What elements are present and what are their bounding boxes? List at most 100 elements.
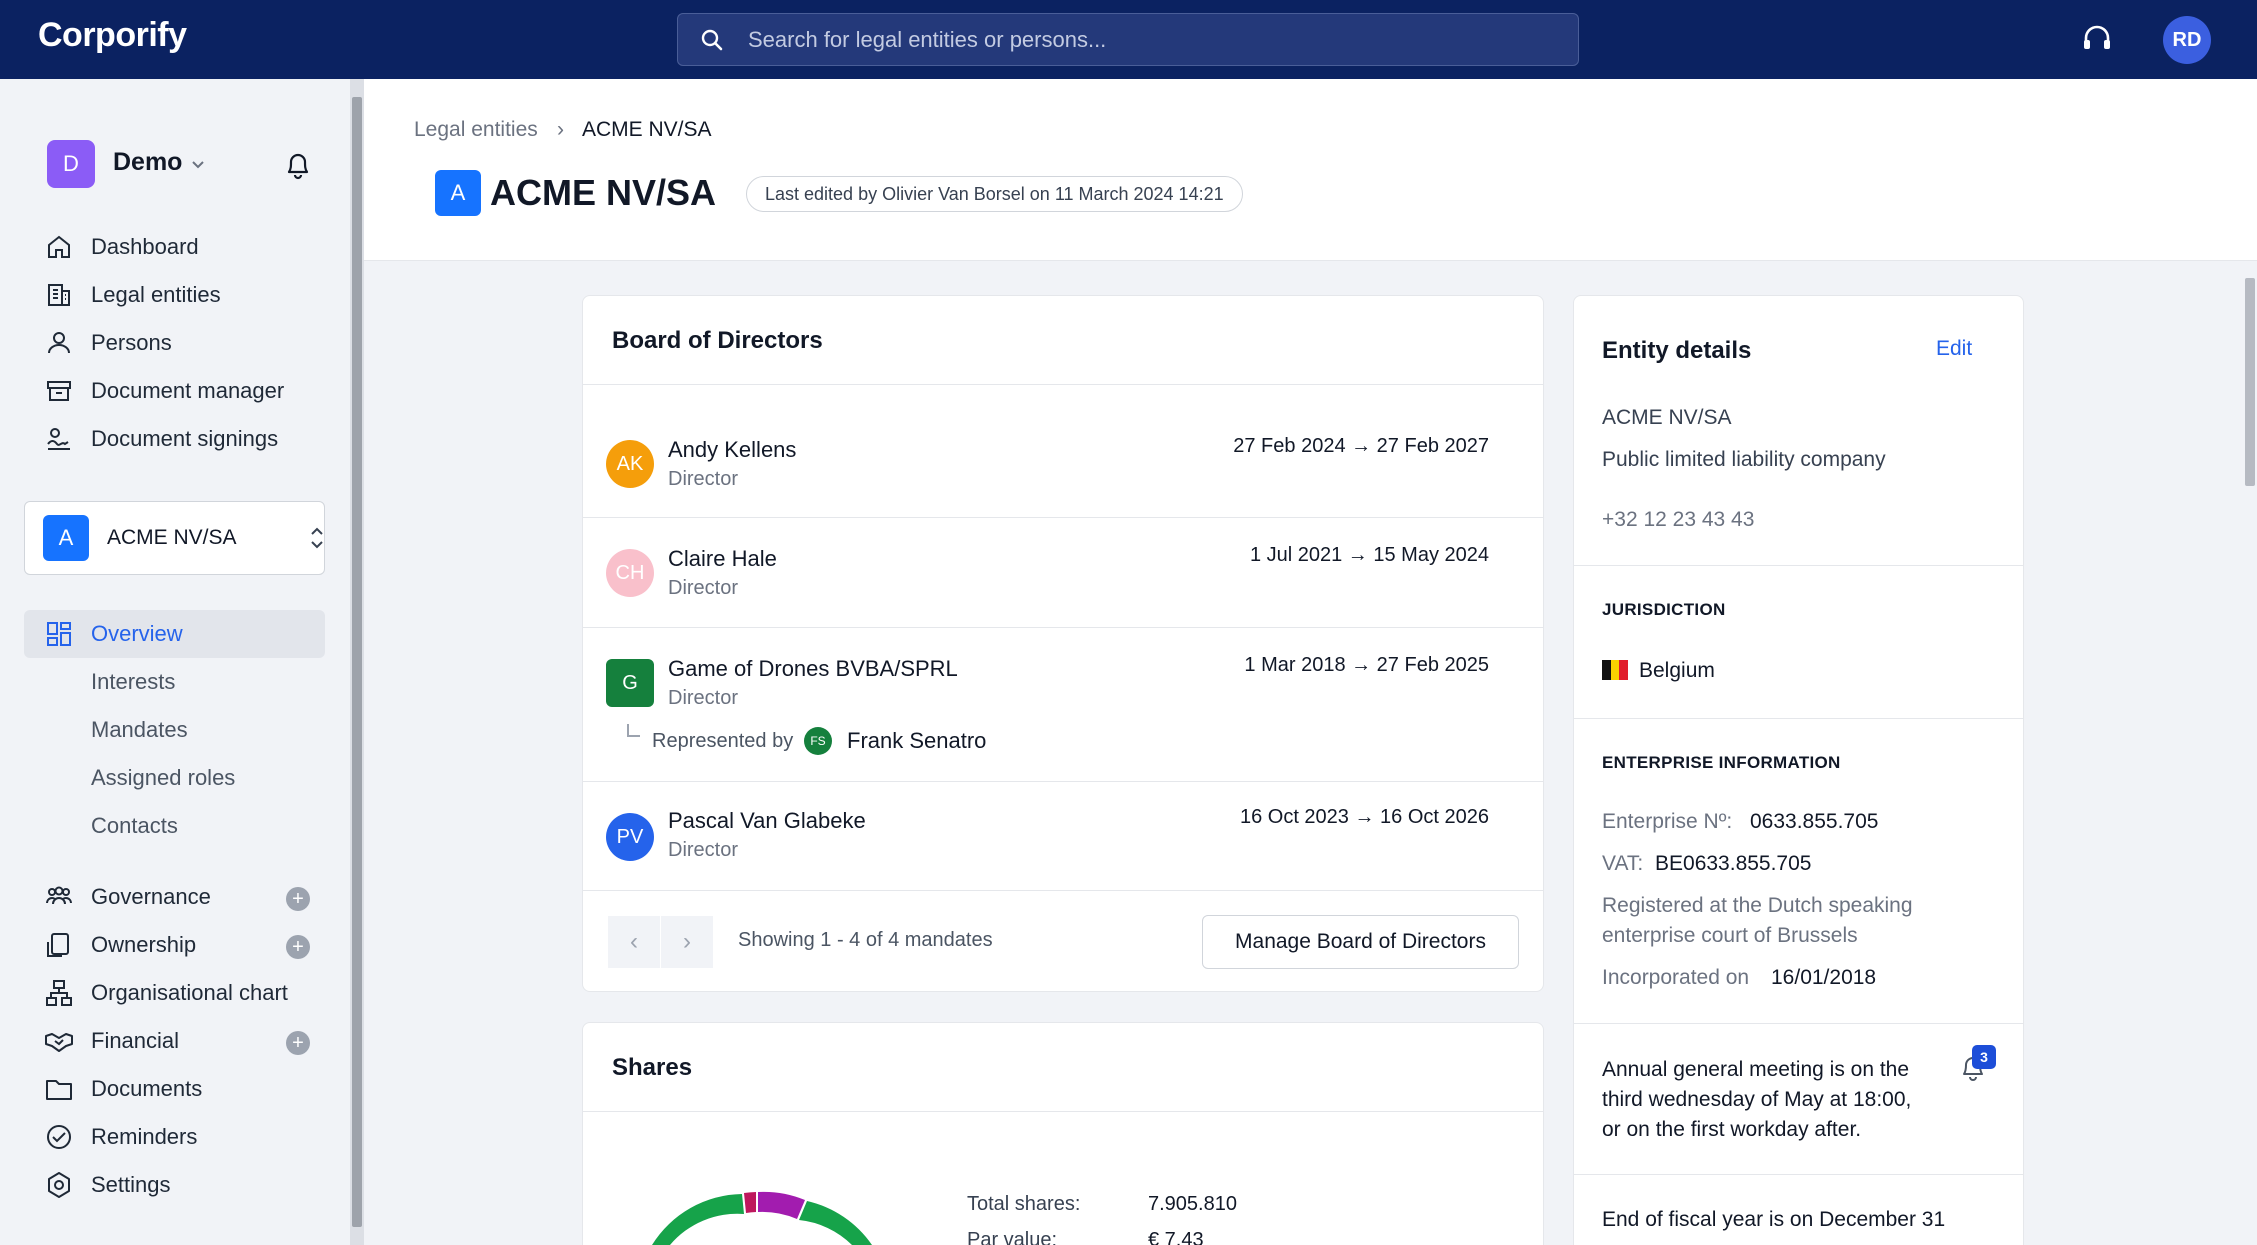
- sidebar-item-dashboard[interactable]: Dashboard: [44, 229, 199, 265]
- sidebar-item-label: Organisational chart: [91, 980, 288, 1005]
- entity-selector[interactable]: A ACME NV/SA: [24, 501, 325, 575]
- sidebar-item-label: Dashboard: [91, 234, 199, 259]
- jurisdiction-heading: JURISDICTION: [1602, 600, 1726, 619]
- workspace-name[interactable]: Demo: [113, 148, 183, 176]
- entity-selector-name: ACME NV/SA: [107, 526, 237, 549]
- breadcrumb-separator: ›: [557, 118, 564, 141]
- sidebar-item-ownership[interactable]: Ownership: [44, 927, 196, 963]
- archive-icon: [47, 381, 71, 401]
- chevron-down-icon[interactable]: [190, 156, 206, 172]
- sidebar-item-persons[interactable]: Persons: [44, 325, 172, 361]
- pagination-status: Showing 1 - 4 of 4 mandates: [738, 929, 993, 951]
- incorporation-date: 16/01/2018: [1771, 966, 1877, 989]
- sidebar-item-label: Document signings: [91, 426, 279, 451]
- edit-entity-link[interactable]: Edit: [1936, 337, 1973, 360]
- home-icon: [48, 235, 70, 258]
- representative-avatar: FS: [804, 727, 832, 755]
- sidebar-item-organisational-chart[interactable]: Organisational chart: [44, 975, 288, 1011]
- enterprise-number-label: Enterprise Nº:: [1602, 810, 1733, 833]
- main-scroll-thumb[interactable]: [2245, 278, 2255, 486]
- entity-title-badge: A: [435, 170, 481, 216]
- page-header: [364, 79, 2257, 261]
- notifications-bell-icon[interactable]: [284, 150, 312, 180]
- divider: [583, 517, 1543, 518]
- entity-name: ACME NV/SA: [1602, 406, 1732, 429]
- sidebar-item-legal-entities[interactable]: Legal entities: [44, 277, 221, 313]
- settings-icon: [48, 1172, 70, 1198]
- manage-board-button[interactable]: Manage Board of Directors: [1202, 915, 1519, 969]
- sidebar-item-label: Documents: [91, 1076, 203, 1101]
- sidebar-subitem-mandates[interactable]: Mandates: [91, 717, 188, 742]
- sidebar-item-document-manager[interactable]: Document manager: [44, 373, 284, 409]
- sidebar-item-settings[interactable]: Settings: [44, 1167, 171, 1203]
- agm-text-line1: Annual general meeting is on the: [1602, 1058, 1910, 1081]
- page-title: ACME NV/SA: [490, 172, 717, 213]
- member-name[interactable]: Game of Drones BVBA/SPRL: [668, 656, 958, 681]
- grid-icon: [47, 622, 71, 646]
- org-chart-icon: [46, 980, 72, 1006]
- member-role: Director: [668, 468, 739, 490]
- entity-details-title: Entity details: [1602, 337, 1752, 364]
- add-financial-button[interactable]: +: [286, 1031, 310, 1055]
- representative-name[interactable]: Frank Senatro: [847, 728, 987, 753]
- last-edited-badge: Last edited by Olivier Van Borsel on 11 …: [746, 176, 1243, 212]
- par-value: € 7,43: [1148, 1229, 1204, 1245]
- shares-donut-chart: [652, 1191, 872, 1245]
- sidebar-item-document-signings[interactable]: Document signings: [44, 421, 278, 457]
- divider: [583, 1111, 1543, 1112]
- divider: [1574, 565, 2023, 566]
- entity-badge: A: [43, 515, 89, 561]
- sidebar-item-reminders[interactable]: Reminders: [44, 1119, 197, 1155]
- board-card-title: Board of Directors: [612, 327, 823, 354]
- belgium-flag-icon: [1602, 660, 1628, 680]
- main-scrollbar[interactable]: [2242, 262, 2257, 1245]
- next-page-button[interactable]: ›: [661, 916, 713, 968]
- sidebar-subitem-contacts[interactable]: Contacts: [91, 813, 178, 838]
- ownership-icon: [47, 933, 69, 957]
- app-logo[interactable]: Corporify: [38, 16, 187, 54]
- person-icon: [48, 332, 70, 354]
- sidebar-subitem-interests[interactable]: Interests: [91, 669, 176, 694]
- sidebar-item-financial[interactable]: Financial: [44, 1023, 179, 1059]
- signature-icon: [47, 428, 70, 450]
- sidebar-item-label: Ownership: [91, 932, 197, 957]
- member-name[interactable]: Claire Hale: [668, 546, 777, 571]
- sidebar-scroll-thumb[interactable]: [352, 97, 362, 1227]
- entity-phone[interactable]: +32 12 23 43 43: [1602, 508, 1755, 531]
- breadcrumb-legal-entities[interactable]: Legal entities: [414, 118, 538, 141]
- workspace-badge[interactable]: D: [47, 140, 95, 188]
- divider: [1574, 1174, 2023, 1175]
- add-ownership-button[interactable]: +: [286, 935, 310, 959]
- sidebar-item-label: Settings: [91, 1172, 171, 1197]
- member-role: Director: [668, 687, 739, 709]
- headset-icon[interactable]: [2080, 22, 2114, 56]
- sidebar-subitem-assigned-roles[interactable]: Assigned roles: [91, 765, 236, 790]
- registered-court-line2: enterprise court of Brussels: [1602, 924, 1858, 947]
- global-search[interactable]: Search for legal entities or persons...: [677, 13, 1579, 66]
- previous-page-button[interactable]: ‹: [608, 916, 660, 968]
- sidebar-item-documents[interactable]: Documents: [44, 1071, 202, 1107]
- sidebar-item-governance[interactable]: Governance: [44, 879, 211, 915]
- sidebar-item-label: Legal entities: [91, 282, 221, 307]
- member-name[interactable]: Andy Kellens: [668, 437, 797, 462]
- check-circle-icon: [47, 1125, 71, 1149]
- chevron-up-down-icon: [311, 527, 323, 549]
- divider: [583, 781, 1543, 782]
- vat-number: BE0633.855.705: [1655, 852, 1812, 875]
- par-value-label: Par value:: [967, 1229, 1058, 1245]
- add-governance-button[interactable]: +: [286, 887, 310, 911]
- handshake-icon: [45, 1033, 73, 1052]
- sidebar-item-overview[interactable]: Overview: [24, 610, 325, 658]
- jurisdiction-country: Belgium: [1639, 659, 1715, 682]
- total-shares-label: Total shares:: [967, 1193, 1081, 1215]
- user-avatar[interactable]: RD: [2163, 16, 2211, 64]
- corner-arrow-icon: [627, 724, 640, 737]
- incorporated-label: Incorporated on: [1602, 966, 1750, 989]
- sidebar-item-label: Financial: [91, 1028, 180, 1053]
- breadcrumb-current: ACME NV/SA: [582, 118, 712, 141]
- enterprise-number: 0633.855.705: [1750, 810, 1879, 833]
- member-name[interactable]: Pascal Van Glabeke: [668, 808, 866, 833]
- board-of-directors-card: [582, 295, 1544, 992]
- sidebar-scrollbar[interactable]: [350, 79, 364, 1245]
- search-input[interactable]: Search for legal entities or persons...: [748, 27, 1107, 52]
